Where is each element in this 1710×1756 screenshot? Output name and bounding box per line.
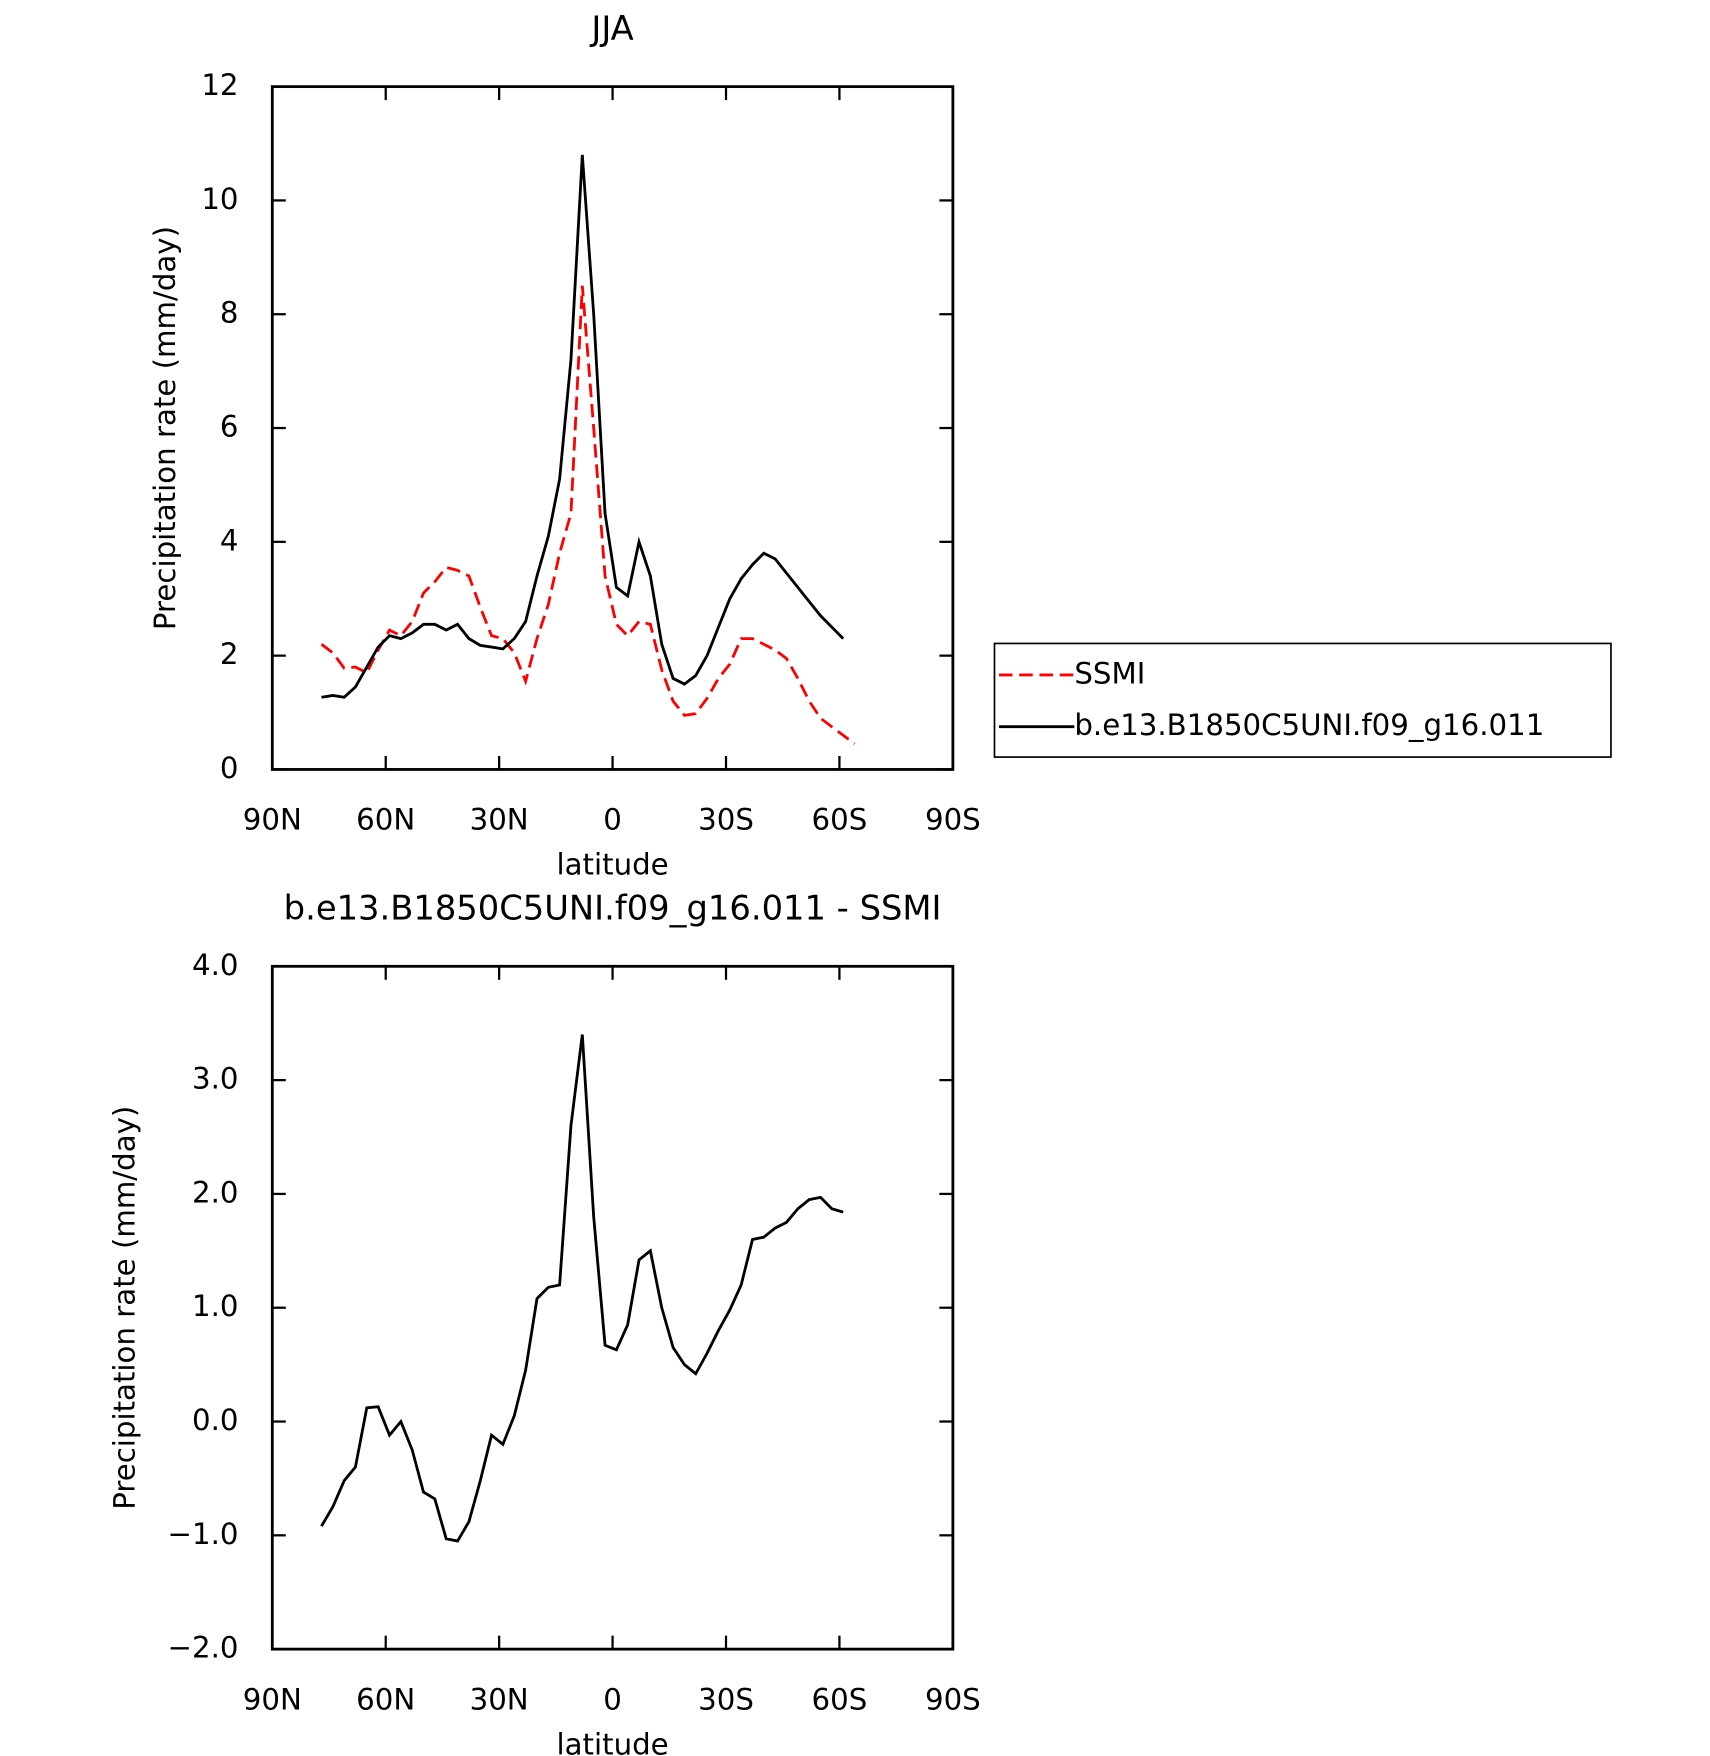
y-tick-label: 8 bbox=[220, 296, 239, 330]
y-tick-label: −1.0 bbox=[168, 1517, 239, 1551]
chart-title: JJA bbox=[589, 9, 633, 48]
y-tick-label: 1.0 bbox=[192, 1289, 239, 1323]
y-tick-label: 12 bbox=[201, 68, 238, 102]
y-tick-label: 0.0 bbox=[192, 1403, 239, 1437]
data-line bbox=[320, 1034, 844, 1543]
y-tick-label: 6 bbox=[220, 410, 239, 444]
x-tick-label: 90N bbox=[243, 1682, 302, 1716]
y-tick-label: 2.0 bbox=[192, 1175, 239, 1209]
y-tick-label: 2 bbox=[220, 637, 239, 671]
legend-label: b.e13.B1850C5UNI.f09_g16.011 bbox=[1074, 708, 1544, 742]
y-tick-label: 0 bbox=[220, 751, 239, 785]
x-tick-label: 90S bbox=[925, 803, 981, 837]
chart-title: b.e13.B1850C5UNI.f09_g16.011 - SSMI bbox=[284, 889, 942, 928]
x-tick-label: 30S bbox=[698, 803, 754, 837]
plot-frame bbox=[270, 964, 955, 1651]
y-tick-label: −2.0 bbox=[168, 1631, 239, 1665]
x-tick-label: 60N bbox=[356, 1682, 415, 1716]
y-tick-label: 3.0 bbox=[192, 1062, 239, 1096]
legend-label: SSMI bbox=[1074, 656, 1145, 690]
x-tick-label: 30N bbox=[470, 1682, 529, 1716]
x-tick-label: 30N bbox=[470, 803, 529, 837]
x-tick-label: 0 bbox=[603, 1682, 622, 1716]
legend-box bbox=[993, 642, 1612, 758]
y-axis-label: Precipitation rate (mm/day) bbox=[148, 226, 182, 630]
x-axis-label: latitude bbox=[557, 848, 669, 882]
plot-frame bbox=[270, 85, 955, 771]
data-line bbox=[321, 154, 845, 699]
y-tick-label: 4.0 bbox=[192, 948, 239, 982]
x-tick-label: 60S bbox=[812, 803, 868, 837]
x-axis-label: latitude bbox=[557, 1727, 669, 1756]
y-tick-label: 10 bbox=[201, 182, 238, 216]
x-tick-label: 30S bbox=[698, 1682, 754, 1716]
data-line bbox=[320, 285, 856, 745]
x-tick-label: 90S bbox=[925, 1682, 981, 1716]
x-tick-label: 60N bbox=[356, 803, 415, 837]
x-tick-label: 90N bbox=[243, 803, 302, 837]
y-axis-label: Precipitation rate (mm/day) bbox=[108, 1106, 142, 1510]
y-tick-label: 4 bbox=[220, 523, 239, 557]
x-tick-label: 60S bbox=[812, 1682, 868, 1716]
x-tick-label: 0 bbox=[603, 803, 622, 837]
